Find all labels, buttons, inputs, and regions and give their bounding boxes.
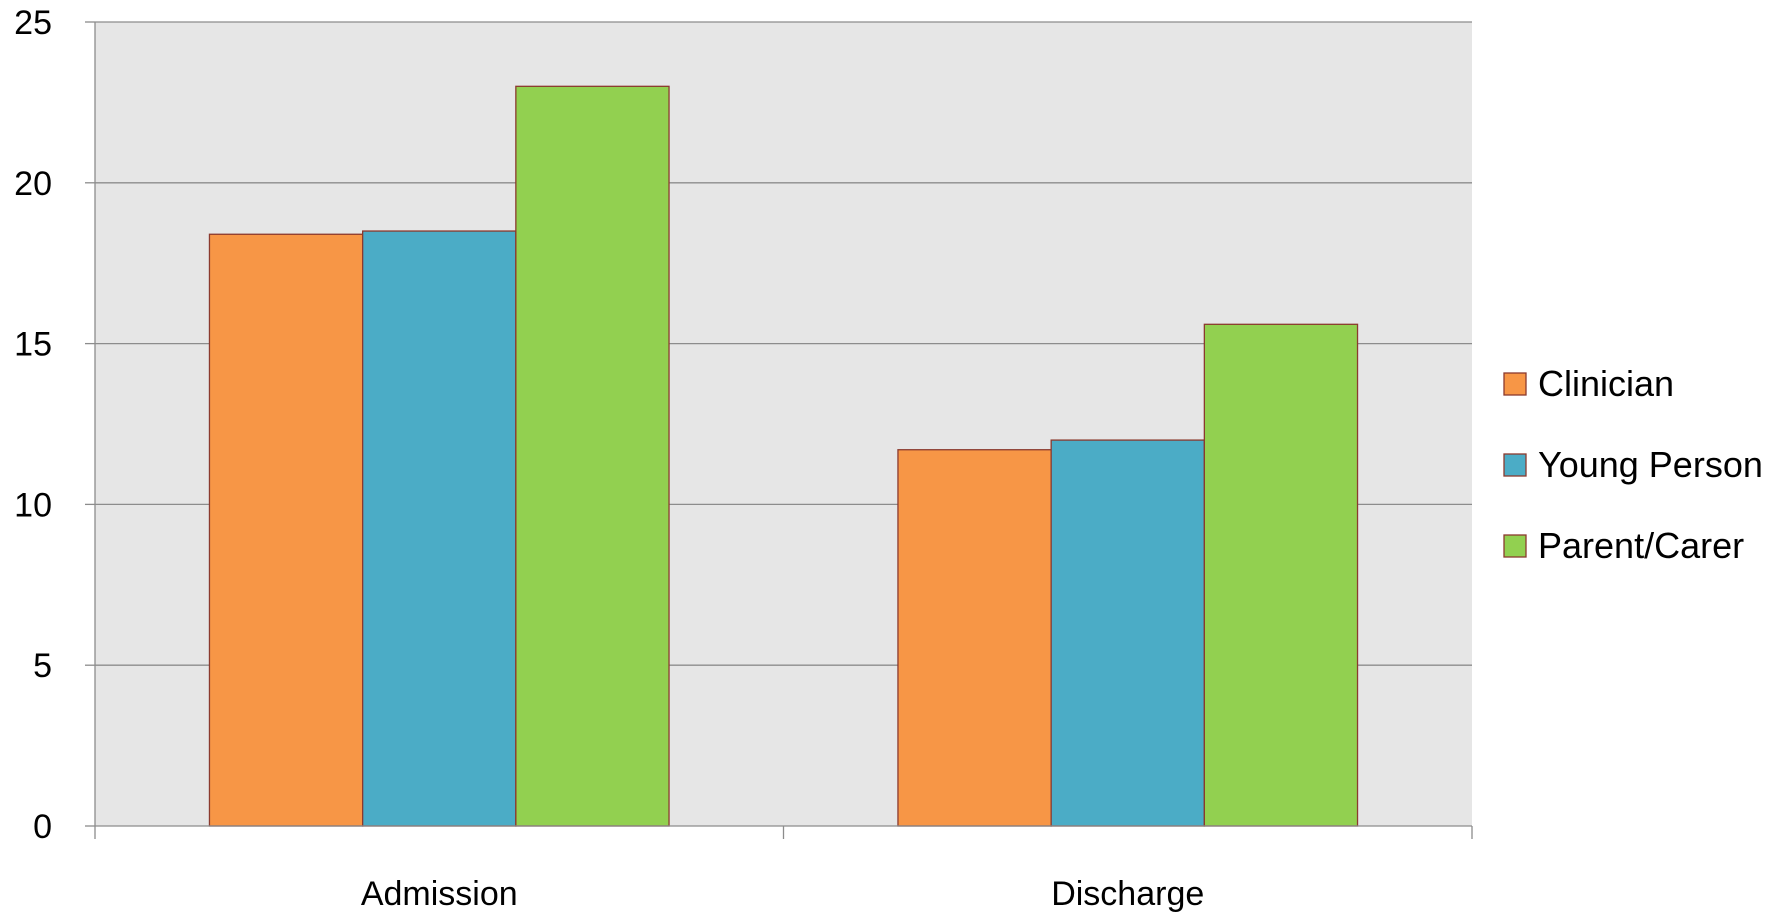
bar-clinician-admission	[208, 233, 364, 827]
bar-parent-carer-discharge	[1203, 323, 1359, 827]
y-tick-label: 5	[33, 647, 52, 685]
legend-label-young-person: Young Person	[1538, 444, 1763, 485]
bar-young-person-admission	[362, 230, 517, 827]
y-tick-label: 25	[14, 4, 52, 42]
legend: Clinician Young Person Parent/Carer	[1503, 363, 1763, 566]
x-tick-label: Admission	[361, 875, 518, 912]
legend-label-parent-carer: Parent/Carer	[1538, 525, 1744, 566]
bar-young-person-discharge	[1050, 439, 1205, 827]
bars	[208, 85, 1359, 827]
legend-swatch-clinician	[1503, 372, 1527, 396]
x-axis-ticks: Admission Discharge	[94, 826, 1473, 912]
bar-clinician-discharge	[897, 449, 1052, 827]
bar-parent-carer-admission	[515, 85, 670, 827]
legend-swatch-young-person	[1503, 453, 1527, 477]
x-tick-label: Discharge	[1051, 875, 1204, 912]
y-tick-label: 20	[14, 165, 52, 203]
y-tick-label: 0	[33, 808, 52, 846]
y-axis-ticks: 0 5 10 15 20 25	[14, 4, 95, 846]
y-tick-label: 15	[14, 326, 52, 364]
legend-label-clinician: Clinician	[1538, 363, 1674, 404]
y-tick-label: 10	[14, 486, 52, 524]
legend-swatch-parent-carer	[1503, 534, 1527, 558]
